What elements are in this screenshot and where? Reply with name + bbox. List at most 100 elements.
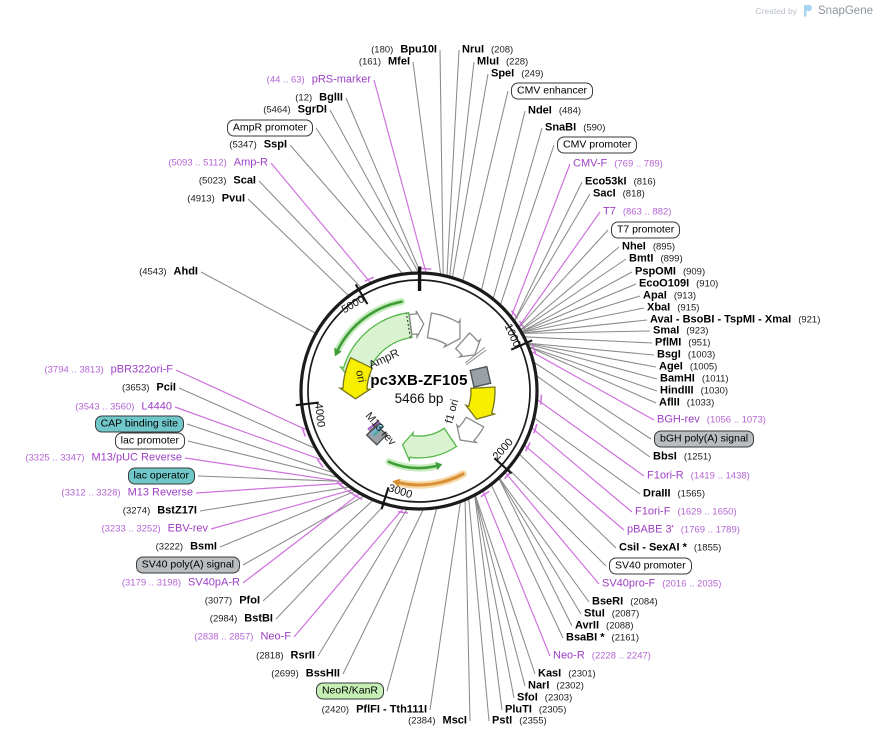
callout-line-t7 — [517, 211, 601, 328]
site-label-pspomi[interactable]: PspOMI (909) — [635, 266, 705, 279]
cmv-enhancer-arrow[interactable] — [426, 312, 461, 349]
feature-box-sv40-poly-a-signal[interactable]: SV40 poly(A) signal — [135, 556, 240, 574]
site-label-bsmi[interactable]: (3222) BsmI — [156, 541, 217, 554]
site-label-bstbi[interactable]: (2984) BstBI — [210, 613, 273, 626]
site-label-spei[interactable]: SpeI (249) — [491, 68, 543, 81]
downstream-direction-arrow[interactable] — [398, 472, 465, 487]
site-label-avrii[interactable]: AvrII (2088) — [575, 620, 634, 633]
primer-label-m13-reverse[interactable]: (3312 .. 3328) M13 Reverse — [61, 487, 193, 500]
feature-box-cmv-promoter[interactable]: CMV promoter — [557, 136, 638, 154]
site-label-bmti[interactable]: BmtI (899) — [629, 253, 683, 266]
site-label-pfoi[interactable]: (3077) PfoI — [205, 595, 260, 608]
ampr-direction-arrow[interactable] — [336, 300, 403, 351]
site-label-ndei[interactable]: NdeI (484) — [528, 105, 581, 118]
site-label-avai-bsobi-tspmi-xmai[interactable]: AvaI - BsoBI - TspMI - XmaI (921) — [650, 314, 820, 327]
cmv-promoter-arrow[interactable] — [454, 331, 482, 358]
site-label-aflii[interactable]: AflII (1033) — [659, 397, 714, 410]
feature-box-cmv-enhancer[interactable]: CMV enhancer — [511, 82, 594, 100]
primer-label-t7[interactable]: T7 (863 .. 882) — [603, 206, 671, 219]
primer-label-neo-f[interactable]: (2838 .. 2857) Neo-F — [194, 631, 291, 644]
site-label-pflmi[interactable]: PflMI (951) — [655, 337, 710, 350]
primer-label-amp-r[interactable]: (5093 .. 5112) Amp-R — [168, 157, 268, 170]
annotation-name: BstBI — [244, 612, 273, 625]
site-label-sspi[interactable]: (5347) SspI — [229, 139, 287, 152]
origin-feature-arrow[interactable] — [408, 310, 425, 340]
f1-ori-arrow[interactable] — [464, 386, 497, 420]
site-label-bbsi[interactable]: BbsI (1251) — [653, 451, 711, 464]
feature-box-lac-promoter[interactable]: lac promoter — [114, 432, 185, 450]
primer-label-f1ori-r[interactable]: F1ori-R (1419 .. 1438) — [647, 470, 750, 483]
bgh-polya-feature-box[interactable] — [469, 365, 492, 388]
site-label-psti[interactable]: PstI (2355) — [492, 715, 547, 728]
annotation-position: (1855) — [693, 542, 722, 554]
feature-box-ampr-promoter[interactable]: AmpR promoter — [226, 119, 313, 137]
site-label-smai[interactable]: SmaI (923) — [653, 325, 708, 338]
ori-arrow[interactable] — [337, 356, 374, 400]
lac-region-mini-feature[interactable] — [370, 423, 383, 435]
site-label-pluti[interactable]: PluTI (2305) — [505, 704, 566, 717]
site-label-saci[interactable]: SacI (818) — [593, 188, 645, 201]
site-label-apai[interactable]: ApaI (913) — [643, 290, 696, 303]
site-label-csii-sexai[interactable]: CsiI - SexAI * (1855) — [619, 542, 721, 555]
site-label-draiii[interactable]: DraIII (1565) — [643, 488, 705, 501]
primer-label-f1ori-f[interactable]: F1ori-F (1629 .. 1650) — [635, 506, 737, 519]
site-label-xbai[interactable]: XbaI (915) — [647, 302, 699, 315]
sv40-promoter-arrow[interactable] — [455, 416, 485, 444]
lac-region-mini-feature[interactable] — [368, 421, 382, 433]
primer-label-cmv-f[interactable]: CMV-F (769 .. 789) — [573, 158, 663, 171]
site-label-msci[interactable]: (2384) MscI — [408, 715, 467, 728]
lac-region-mini-feature[interactable] — [372, 425, 385, 437]
feature-box-t7-promoter[interactable]: T7 promoter — [611, 221, 681, 239]
neor-kanr-gene-arrow[interactable] — [401, 427, 458, 463]
callout-line-xbai — [521, 307, 645, 334]
site-label-bpu10i[interactable]: (180) Bpu10I — [371, 44, 437, 57]
primer-label-bgh-rev[interactable]: BGH-rev (1056 .. 1073) — [657, 414, 766, 427]
site-label-pcii[interactable]: (3653) PciI — [122, 382, 176, 395]
site-label-mlui[interactable]: MluI (228) — [477, 56, 528, 69]
site-label-eco53ki[interactable]: Eco53kI (816) — [585, 176, 656, 189]
site-label-hindiii[interactable]: HindIII (1030) — [660, 385, 728, 398]
site-label-sfoi[interactable]: SfoI (2303) — [517, 692, 572, 705]
site-label-bamhi[interactable]: BamHI (1011) — [660, 373, 729, 386]
site-label-snabi[interactable]: SnaBI (590) — [545, 122, 605, 135]
primer-label-prs-marker[interactable]: (44 .. 63) pRS-marker — [267, 74, 371, 87]
site-label-ahdi[interactable]: (4543) AhdI — [139, 266, 198, 279]
feature-box-sv40-promoter[interactable]: SV40 promoter — [609, 557, 692, 575]
primer-label-ebv-rev[interactable]: (3233 .. 3252) EBV-rev — [101, 523, 208, 536]
site-label-bstz17i[interactable]: (3274) BstZ17I — [123, 505, 197, 518]
site-label-sgrdi[interactable]: (5464) SgrDI — [263, 104, 327, 117]
neor-direction-arrow[interactable] — [387, 460, 438, 470]
annotation-position: (3179 .. 3198) — [121, 577, 182, 589]
primer-label-m13-puc-reverse[interactable]: (3325 .. 3347) M13/pUC Reverse — [25, 452, 182, 465]
site-label-nari[interactable]: NarI (2302) — [528, 680, 584, 693]
site-label-stui[interactable]: StuI (2087) — [584, 608, 639, 621]
site-label-pflfi-tth111i[interactable]: (2420) PflFI - Tth111I — [322, 704, 427, 717]
site-label-nhei[interactable]: NheI (895) — [622, 241, 675, 254]
primer-label-l4440[interactable]: (3543 .. 3560) L4440 — [75, 401, 172, 414]
site-label-nrui[interactable]: NruI (208) — [462, 44, 513, 57]
feature-box-neor-kanr[interactable]: NeoR/KanR — [315, 682, 384, 700]
feature-box-cap-binding-site[interactable]: CAP binding site — [94, 415, 184, 433]
feature-box-lac-operator[interactable]: lac operator — [127, 467, 195, 485]
site-label-mfei[interactable]: (161) MfeI — [359, 56, 410, 69]
site-label-ecoo109i[interactable]: EcoO109I (910) — [639, 278, 718, 291]
site-label-bsgi[interactable]: BsgI (1003) — [657, 349, 715, 362]
site-label-bsshii[interactable]: (2699) BssHII — [271, 668, 340, 681]
site-label-bglii[interactable]: (12) BglII — [295, 92, 343, 105]
site-label-kasi[interactable]: KasI (2301) — [538, 668, 596, 681]
site-label-rsrii[interactable]: (2818) RsrII — [256, 650, 315, 663]
site-label-bsabi[interactable]: BsaBI * (2161) — [566, 632, 639, 645]
site-label-bseri[interactable]: BseRI (2084) — [592, 596, 658, 609]
site-label-agei[interactable]: AgeI (1005) — [659, 361, 717, 374]
site-label-pvui[interactable]: (4913) PvuI — [187, 193, 245, 206]
primer-label-sv40pa-r[interactable]: (3179 .. 3198) SV40pA-R — [122, 577, 240, 590]
feature-box-bgh-poly-a-signal[interactable]: bGH poly(A) signal — [654, 430, 755, 448]
lac-region-mini-feature[interactable] — [367, 420, 380, 431]
site-label-scai[interactable]: (5023) ScaI — [199, 175, 256, 188]
primer-label-neo-r[interactable]: Neo-R (2228 .. 2247) — [553, 650, 651, 663]
primer-label-pbabe-3[interactable]: pBABE 3' (1769 .. 1789) — [627, 524, 740, 537]
primer-label-pbr322ori-f[interactable]: (3794 .. 3813) pBR322ori-F — [44, 364, 173, 377]
callout-line-sv40-promoter — [507, 468, 607, 567]
primer-label-sv40pro-f[interactable]: SV40pro-F (2016 .. 2035) — [602, 578, 721, 591]
